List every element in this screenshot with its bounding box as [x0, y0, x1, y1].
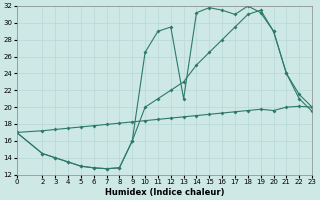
X-axis label: Humidex (Indice chaleur): Humidex (Indice chaleur)	[105, 188, 224, 197]
